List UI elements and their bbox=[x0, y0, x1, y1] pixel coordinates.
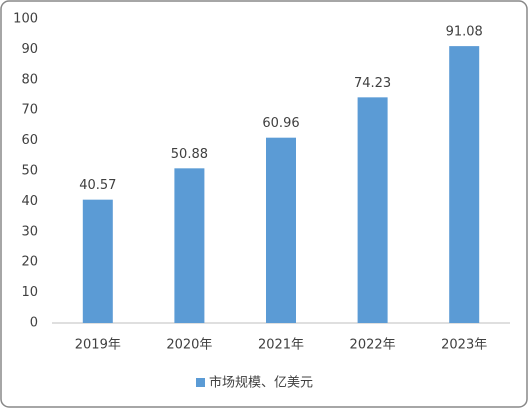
y-tick-label: 80 bbox=[21, 72, 38, 87]
y-tick-label: 20 bbox=[21, 255, 38, 270]
y-tick-label: 60 bbox=[21, 133, 38, 148]
data-label: 74.23 bbox=[354, 76, 391, 91]
y-tick-label: 50 bbox=[21, 164, 38, 179]
bar bbox=[357, 97, 388, 324]
y-tick-label: 30 bbox=[21, 224, 38, 239]
bar bbox=[266, 137, 296, 323]
y-tick-label: 90 bbox=[21, 42, 38, 57]
bar bbox=[174, 168, 205, 323]
x-tick-label: 2021年 bbox=[258, 338, 304, 353]
x-tick-label: 2020年 bbox=[166, 338, 212, 353]
y-tick-label: 10 bbox=[21, 285, 38, 300]
data-label: 50.88 bbox=[171, 147, 208, 162]
x-tick-label: 2019年 bbox=[75, 338, 121, 353]
y-tick-label: 0 bbox=[30, 316, 38, 331]
bar bbox=[82, 199, 113, 323]
data-label: 60.96 bbox=[262, 116, 299, 131]
x-tick-label: 2023年 bbox=[441, 338, 487, 353]
legend-label: 市场规模、亿美元 bbox=[209, 375, 313, 391]
data-label: 91.08 bbox=[446, 25, 483, 40]
y-tick-label: 100 bbox=[13, 12, 38, 27]
y-tick-label: 70 bbox=[21, 103, 38, 118]
bar bbox=[449, 46, 480, 324]
legend-swatch bbox=[196, 378, 205, 387]
data-label: 40.57 bbox=[79, 178, 116, 193]
x-tick-label: 2022年 bbox=[350, 338, 396, 353]
y-tick-label: 40 bbox=[21, 194, 38, 209]
